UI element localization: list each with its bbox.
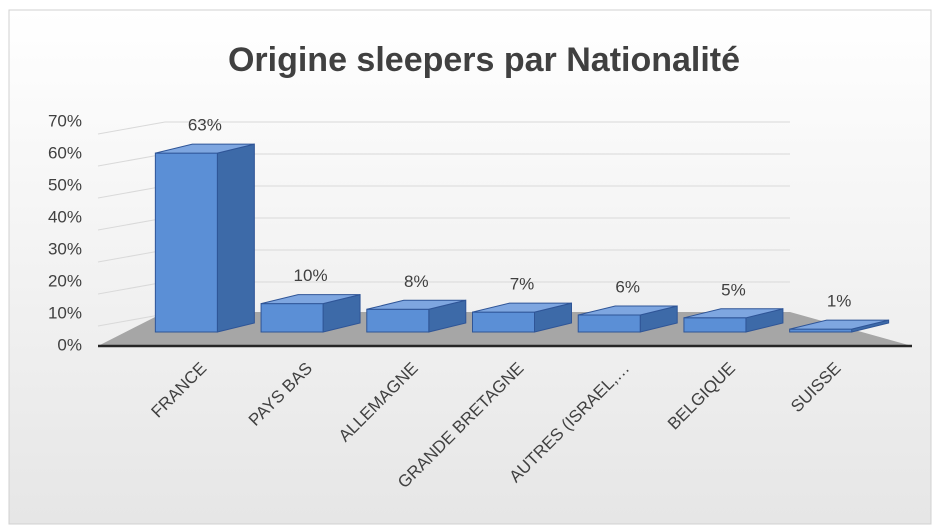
y-tick-label: 60% bbox=[48, 143, 82, 162]
chart-area bbox=[8, 9, 932, 525]
value-label: 1% bbox=[827, 292, 852, 311]
grid-line bbox=[97, 313, 166, 327]
y-tick-label: 70% bbox=[48, 111, 82, 130]
value-label: 7% bbox=[510, 275, 535, 294]
bar-side bbox=[216, 143, 255, 333]
grid-line bbox=[97, 281, 166, 295]
bar bbox=[683, 317, 747, 333]
chart-title: Origine sleepers par Nationalité bbox=[228, 41, 740, 79]
bar-top bbox=[683, 308, 784, 319]
bar-top bbox=[260, 294, 361, 305]
y-tick-label: 0% bbox=[57, 335, 82, 354]
y-tick-label: 10% bbox=[48, 303, 82, 322]
bar-top bbox=[578, 305, 678, 316]
bar-top bbox=[366, 299, 466, 310]
y-tick-label: 50% bbox=[48, 175, 82, 194]
value-label: 63% bbox=[188, 116, 222, 135]
y-tick-label: 40% bbox=[48, 207, 82, 226]
value-label: 8% bbox=[404, 272, 429, 291]
bar-top bbox=[789, 319, 889, 330]
bar-top bbox=[472, 302, 572, 313]
value-label: 10% bbox=[294, 266, 328, 285]
bar bbox=[154, 152, 218, 333]
grid-line bbox=[97, 185, 166, 199]
y-tick-label: 20% bbox=[48, 271, 82, 290]
bar bbox=[472, 311, 535, 333]
bar bbox=[260, 303, 324, 333]
bar-top bbox=[155, 143, 255, 154]
grid-line bbox=[97, 153, 166, 167]
value-label: 5% bbox=[721, 280, 746, 299]
grid-line bbox=[97, 217, 166, 231]
value-label: 6% bbox=[615, 277, 640, 296]
bar bbox=[366, 308, 430, 333]
grid-line bbox=[97, 249, 166, 263]
bar bbox=[577, 314, 641, 333]
y-tick-label: 30% bbox=[48, 239, 82, 258]
grid-line bbox=[97, 121, 166, 135]
